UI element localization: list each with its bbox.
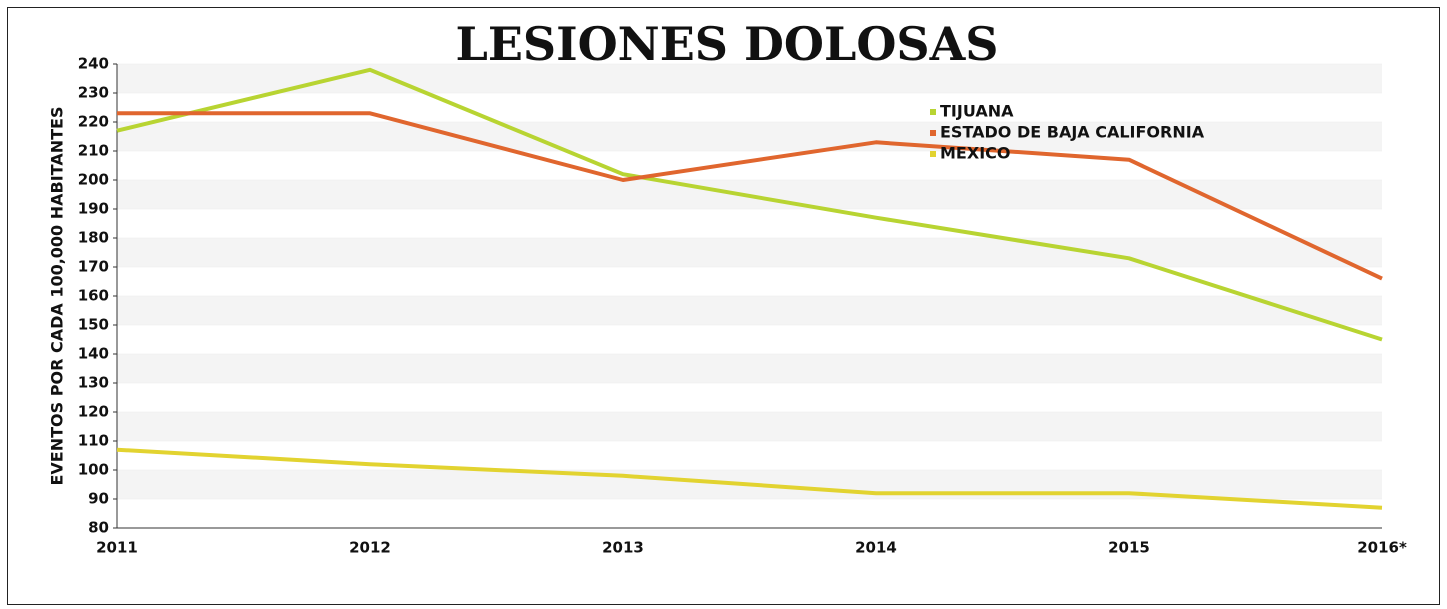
y-tick-label: 240 — [78, 55, 109, 73]
y-tick-label: 220 — [78, 113, 109, 131]
x-tick-label: 2011 — [96, 539, 138, 557]
y-tick-label: 230 — [78, 84, 109, 102]
legend-label: ESTADO DE BAJA CALIFORNIA — [940, 123, 1205, 142]
y-axis-label: EVENTOS POR CADA 100,000 HABITANTES — [48, 107, 67, 486]
chart-title: LESIONES DOLOSAS — [455, 17, 998, 71]
y-tick-label: 160 — [78, 287, 109, 305]
x-tick-label: 2015 — [1108, 539, 1150, 557]
y-tick-label: 100 — [78, 461, 109, 479]
series-line — [116, 67, 1383, 342]
y-tick-label: 130 — [78, 374, 109, 392]
y-tick-label: 150 — [78, 316, 109, 334]
legend-label: MEXICO — [940, 144, 1010, 163]
x-tick-label: 2013 — [602, 539, 644, 557]
y-tick-label: 190 — [78, 200, 109, 218]
y-tick-label: 90 — [88, 490, 109, 508]
series-line — [116, 447, 1383, 510]
legend-swatch — [930, 109, 936, 115]
legend-swatch — [930, 151, 936, 157]
y-tick-label: 180 — [78, 229, 109, 247]
x-tick-label: 2016* — [1357, 539, 1407, 557]
grid-bands — [117, 64, 1382, 499]
y-tick-label: 170 — [78, 258, 109, 276]
grid-band — [117, 354, 1382, 383]
y-tick-label: 210 — [78, 142, 109, 160]
y-tick-label: 200 — [78, 171, 109, 189]
y-tick-label: 120 — [78, 403, 109, 421]
y-tick-label: 110 — [78, 432, 109, 450]
grid-band — [117, 122, 1382, 151]
grid-band — [117, 296, 1382, 325]
y-tick-label: 80 — [88, 519, 109, 537]
x-tick-label: 2012 — [349, 539, 391, 557]
grid-band — [117, 238, 1382, 267]
legend-label: TIJUANA — [940, 102, 1014, 121]
grid-band — [117, 412, 1382, 441]
legend-swatch — [930, 130, 936, 136]
series-line — [117, 111, 1383, 281]
x-tick-label: 2014 — [855, 539, 897, 557]
y-tick-label: 140 — [78, 345, 109, 363]
